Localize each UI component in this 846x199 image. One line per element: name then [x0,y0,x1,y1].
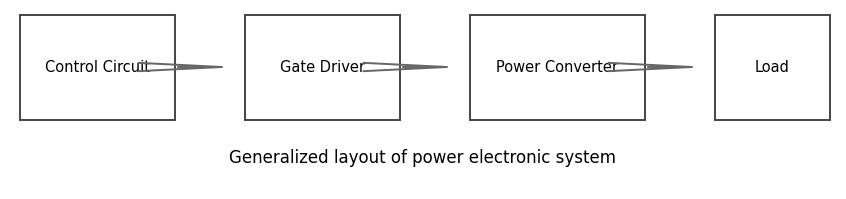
Bar [20,15,175,120]
Text: Generalized layout of power electronic system: Generalized layout of power electronic s… [229,149,617,167]
Text: Load: Load [755,60,790,75]
Text: Control Circuit: Control Circuit [45,60,150,75]
Text: Power Converter: Power Converter [497,60,618,75]
Text: Gate Driver: Gate Driver [280,60,365,75]
Bar [470,15,645,120]
Bar [715,15,830,120]
Bar [245,15,400,120]
